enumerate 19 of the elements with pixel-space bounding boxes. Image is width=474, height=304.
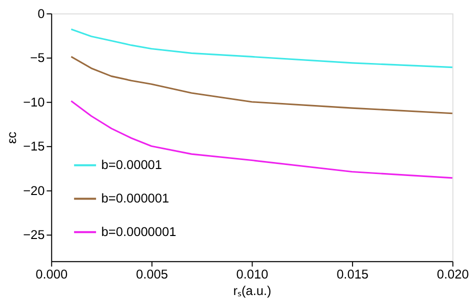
legend-label: b=0.00001 bbox=[101, 157, 162, 172]
y-tick-label: −5 bbox=[30, 50, 45, 66]
x-tick-label: 0.015 bbox=[336, 266, 369, 282]
legend-label: b=0.000001 bbox=[101, 190, 170, 206]
y-tick-label: −10 bbox=[23, 94, 45, 110]
x-tick-label: 0.005 bbox=[136, 266, 168, 282]
line-series bbox=[70, 28, 454, 68]
line-series bbox=[70, 100, 454, 179]
y-tick-label: −15 bbox=[23, 138, 45, 154]
y-tick-label: 0 bbox=[38, 6, 45, 21]
y-tick-label: −25 bbox=[23, 227, 45, 242]
x-tick-label: 0.020 bbox=[436, 266, 469, 282]
line-series bbox=[70, 56, 454, 114]
x-tick-label: 0.000 bbox=[36, 266, 68, 282]
x-axis-title: rₛ(a.u.) bbox=[233, 283, 272, 298]
x-tick-label: 0.010 bbox=[236, 266, 268, 282]
y-tick-label: −20 bbox=[23, 182, 45, 198]
legend-label: b=0.0000001 bbox=[101, 224, 176, 240]
y-axis-title: εc bbox=[4, 131, 20, 144]
